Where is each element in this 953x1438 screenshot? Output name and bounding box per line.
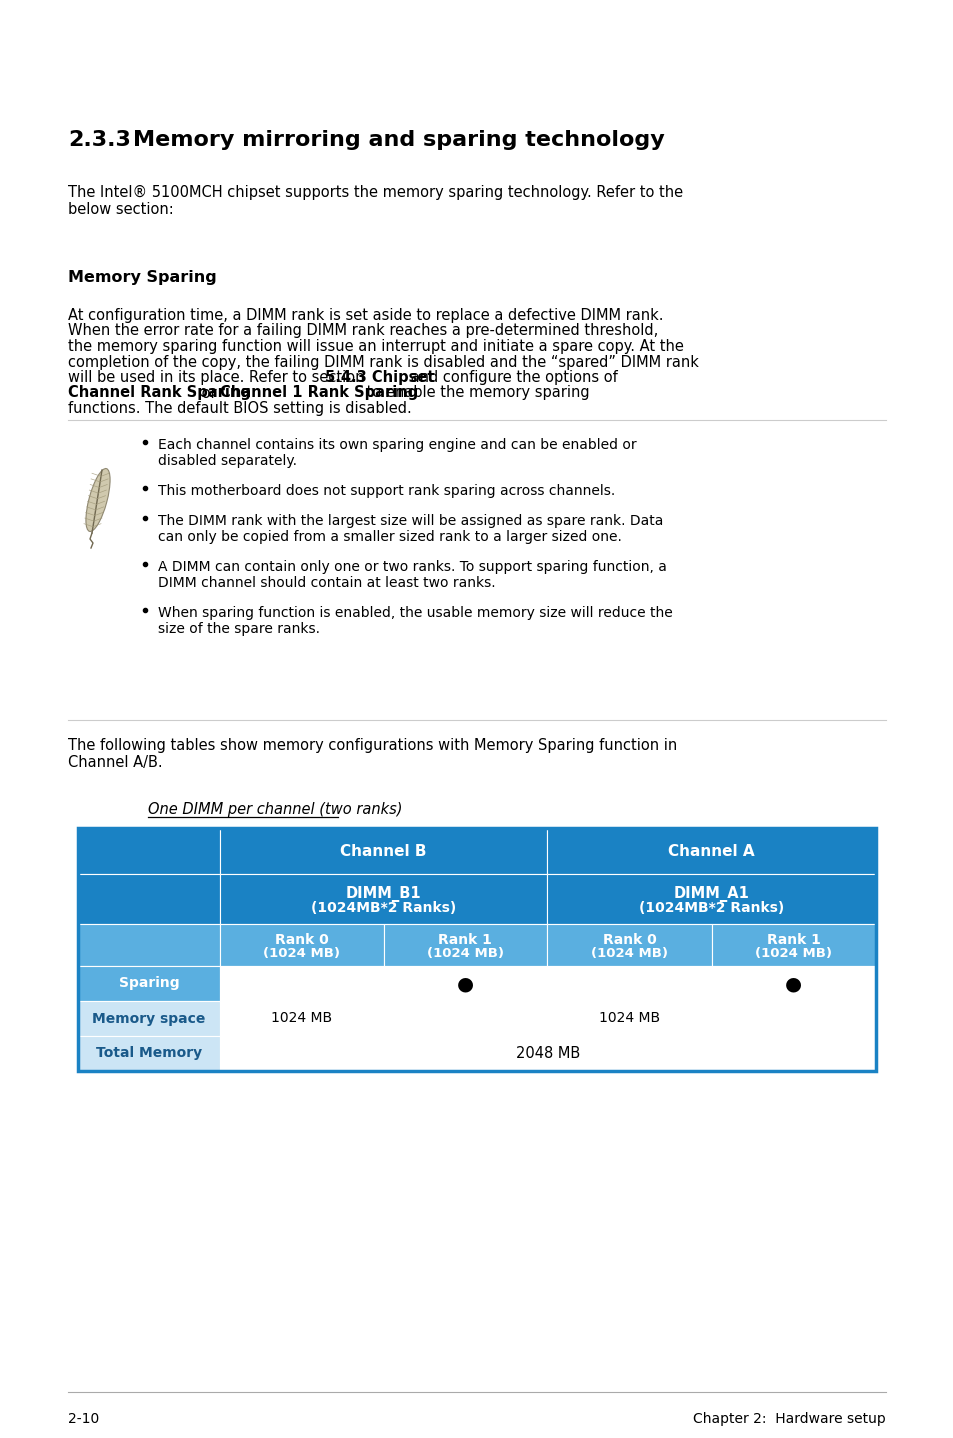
Text: DIMM_A1: DIMM_A1 xyxy=(673,886,749,902)
Text: Channel A: Channel A xyxy=(668,844,754,858)
Bar xyxy=(383,925,547,966)
Bar xyxy=(78,828,875,1071)
Text: 2.3.3: 2.3.3 xyxy=(68,129,131,150)
Bar xyxy=(711,966,875,1001)
Bar xyxy=(711,925,875,966)
Text: When sparing function is enabled, the usable memory size will reduce the: When sparing function is enabled, the us… xyxy=(158,605,672,620)
Bar xyxy=(220,925,383,966)
Bar xyxy=(547,966,711,1001)
Text: Sparing: Sparing xyxy=(118,976,179,991)
Bar xyxy=(220,966,383,1001)
Text: A DIMM can contain only one or two ranks. To support sparing function, a: A DIMM can contain only one or two ranks… xyxy=(158,559,666,574)
Bar xyxy=(547,874,875,925)
Text: will be used in its place. Refer to section: will be used in its place. Refer to sect… xyxy=(68,370,369,385)
Text: and configure the options of: and configure the options of xyxy=(406,370,618,385)
Text: (1024MB*2 Ranks): (1024MB*2 Ranks) xyxy=(311,902,456,915)
Text: At configuration time, a DIMM rank is set aside to replace a defective DIMM rank: At configuration time, a DIMM rank is se… xyxy=(68,308,662,324)
Bar xyxy=(220,828,547,874)
Bar xyxy=(78,828,220,874)
Text: Memory Sparing: Memory Sparing xyxy=(68,270,216,285)
Text: Rank 0: Rank 0 xyxy=(602,933,656,948)
Bar xyxy=(220,1035,875,1071)
Text: 1024 MB: 1024 MB xyxy=(271,1011,332,1025)
Text: to enable the memory sparing: to enable the memory sparing xyxy=(362,385,589,401)
Text: (1024 MB): (1024 MB) xyxy=(590,948,667,961)
Bar xyxy=(220,874,547,925)
Bar xyxy=(78,1001,220,1035)
Text: completion of the copy, the failing DIMM rank is disabled and the “spared” DIMM : completion of the copy, the failing DIMM… xyxy=(68,355,699,370)
Bar xyxy=(383,966,547,1001)
Text: Rank 1: Rank 1 xyxy=(438,933,492,948)
Text: size of the spare ranks.: size of the spare ranks. xyxy=(158,623,319,636)
Text: 5.4.3 Chipset: 5.4.3 Chipset xyxy=(324,370,434,385)
Text: Channel Rank Sparing: Channel Rank Sparing xyxy=(68,385,251,401)
Text: Rank 1: Rank 1 xyxy=(766,933,820,948)
Text: The Intel® 5100MCH chipset supports the memory sparing technology. Refer to the
: The Intel® 5100MCH chipset supports the … xyxy=(68,186,682,217)
Text: (1024 MB): (1024 MB) xyxy=(263,948,340,961)
Text: DIMM channel should contain at least two ranks.: DIMM channel should contain at least two… xyxy=(158,577,496,590)
Text: When the error rate for a failing DIMM rank reaches a pre-determined threshold,: When the error rate for a failing DIMM r… xyxy=(68,324,658,338)
Ellipse shape xyxy=(86,469,110,532)
Text: Chapter 2:  Hardware setup: Chapter 2: Hardware setup xyxy=(693,1412,885,1426)
Bar xyxy=(78,966,220,1001)
Text: Memory space: Memory space xyxy=(92,1011,206,1025)
Bar xyxy=(383,1001,547,1035)
Text: The following tables show memory configurations with Memory Sparing function in
: The following tables show memory configu… xyxy=(68,738,677,771)
Text: (1024 MB): (1024 MB) xyxy=(755,948,831,961)
Text: or: or xyxy=(196,385,221,401)
Text: can only be copied from a smaller sized rank to a larger sized one.: can only be copied from a smaller sized … xyxy=(158,531,621,544)
Text: One DIMM per channel (two ranks): One DIMM per channel (two ranks) xyxy=(148,802,402,817)
Bar xyxy=(547,828,875,874)
Text: The DIMM rank with the largest size will be assigned as spare rank. Data: The DIMM rank with the largest size will… xyxy=(158,513,662,528)
Text: Channel B: Channel B xyxy=(340,844,426,858)
Text: ●: ● xyxy=(456,974,474,994)
Bar xyxy=(78,925,220,966)
Text: 2048 MB: 2048 MB xyxy=(516,1045,579,1061)
Text: 1024 MB: 1024 MB xyxy=(598,1011,659,1025)
Text: Memory mirroring and sparing technology: Memory mirroring and sparing technology xyxy=(132,129,664,150)
Text: Rank 0: Rank 0 xyxy=(274,933,329,948)
Text: DIMM_B1: DIMM_B1 xyxy=(345,886,421,902)
Bar xyxy=(711,1001,875,1035)
Bar xyxy=(547,1001,711,1035)
Text: disabled separately.: disabled separately. xyxy=(158,454,296,467)
Bar xyxy=(78,874,220,925)
Text: Each channel contains its own sparing engine and can be enabled or: Each channel contains its own sparing en… xyxy=(158,439,636,452)
Text: ●: ● xyxy=(784,974,801,994)
Text: the memory sparing function will issue an interrupt and initiate a spare copy. A: the memory sparing function will issue a… xyxy=(68,339,683,354)
Text: Total Memory: Total Memory xyxy=(96,1047,202,1060)
Bar xyxy=(78,1035,220,1071)
Text: Channel 1 Rank Sparing: Channel 1 Rank Sparing xyxy=(220,385,418,401)
Bar xyxy=(220,1001,383,1035)
Bar xyxy=(547,925,711,966)
Text: (1024 MB): (1024 MB) xyxy=(427,948,503,961)
Text: functions. The default BIOS setting is disabled.: functions. The default BIOS setting is d… xyxy=(68,401,412,416)
Text: (1024MB*2 Ranks): (1024MB*2 Ranks) xyxy=(639,902,783,915)
Text: This motherboard does not support rank sparing across channels.: This motherboard does not support rank s… xyxy=(158,485,615,498)
Text: 2-10: 2-10 xyxy=(68,1412,99,1426)
